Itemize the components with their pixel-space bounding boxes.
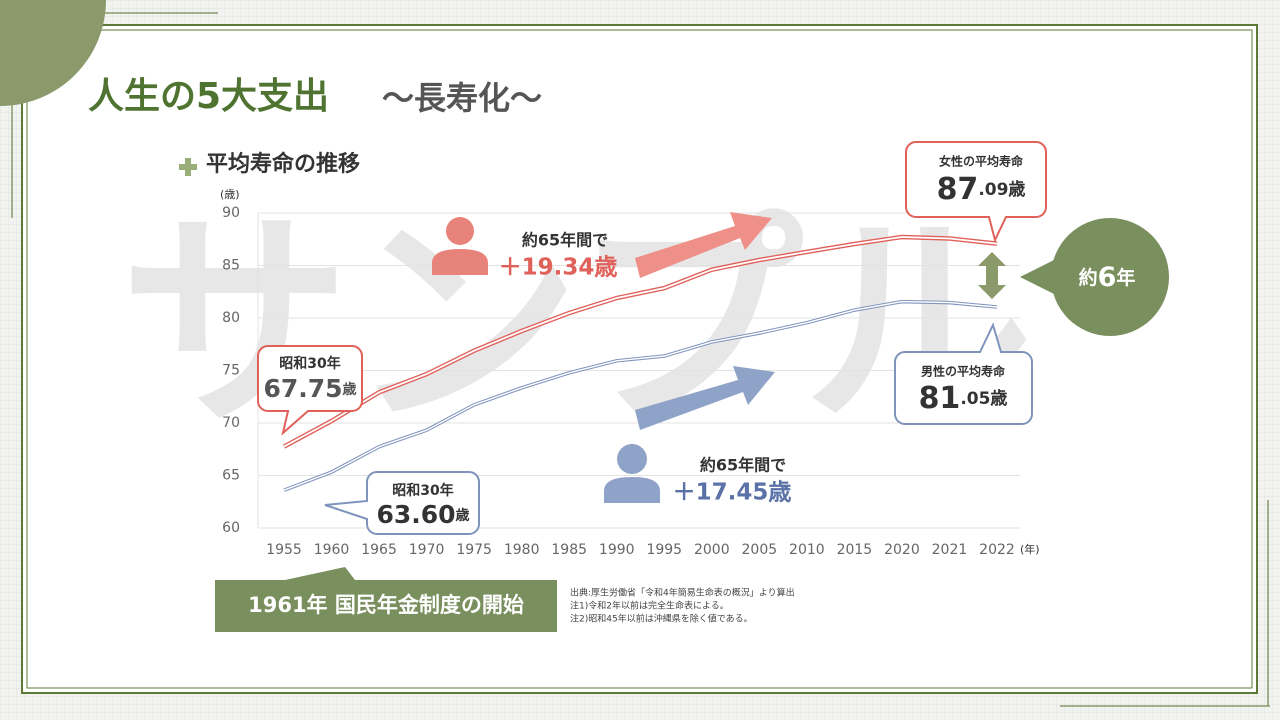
gain-value: ＋19.34歳: [499, 255, 618, 281]
y-tick-label: 90: [222, 205, 240, 221]
chart-title: 平均寿命の推移: [206, 151, 360, 177]
callout-value: 87.09歳: [937, 172, 1026, 207]
footer-text: 1961年 国民年金制度の開始: [248, 593, 524, 617]
x-tick-label: 1990: [599, 542, 635, 558]
y-tick-label: 70: [222, 415, 240, 431]
callout-head: 女性の平均寿命: [939, 154, 1024, 169]
x-tick-label: 1975: [456, 542, 492, 558]
callout-value: 81.05歳: [919, 381, 1008, 416]
series-line-inner: [283, 236, 998, 448]
note: 出典:厚生労働省「令和4年簡易生命表の概況」より算出: [570, 587, 795, 599]
series-line-inner: [283, 300, 998, 491]
plot: 60 65 70 75 80 85 90 1955 1960 1965 1970 1975 1980 19…: [222, 205, 1020, 558]
x-tick-label: 2021: [932, 542, 968, 558]
arrow-red: [635, 212, 772, 278]
callout-big: 67.75: [263, 374, 342, 403]
bullet-icon: [179, 158, 197, 176]
gain-text: 約65年間で: [522, 231, 608, 250]
difference-pointer: [1020, 258, 1058, 296]
difference-circle: [1051, 218, 1169, 336]
corner-circle: [0, 0, 106, 106]
callout-blue: [324, 471, 480, 535]
x-axis-label: (年): [1020, 542, 1040, 556]
slide-title: 人生の5大支出: [88, 76, 329, 117]
panel-inner-border: [26, 29, 1253, 689]
y-tick-label: 75: [222, 363, 240, 379]
note: 注1)令和2年以前は完全生命表による。: [570, 600, 729, 612]
x-tick-label: 1965: [361, 542, 397, 558]
x-tick-label: 2000: [694, 542, 730, 558]
callout-value: 63.60歳: [376, 500, 469, 529]
callout-big: 87: [937, 172, 979, 207]
x-tick-label: 2020: [884, 542, 920, 558]
difference-part: 年: [1116, 266, 1135, 289]
y-axis-label: (歳): [220, 188, 240, 201]
callout-big: 63.60: [376, 500, 455, 529]
y-tick-label: 80: [222, 310, 240, 326]
x-tick-label: 1960: [314, 542, 350, 558]
callout-small: 歳: [456, 507, 470, 524]
y-tick-label: 60: [222, 520, 240, 536]
difference-text: 約6年: [1079, 262, 1136, 293]
x-tick-label: 2015: [837, 542, 873, 558]
note: 注2)昭和45年以前は沖縄県を除く値である。: [570, 613, 753, 625]
double-arrow: [978, 252, 1006, 299]
y-tick-label: 65: [222, 468, 240, 484]
x-tick-label: 2005: [742, 542, 778, 558]
x-tick-label: 1980: [504, 542, 540, 558]
callout-head: 男性の平均寿命: [921, 364, 1006, 379]
difference-part: 約: [1079, 266, 1098, 289]
arrow-blue: [635, 366, 775, 430]
footer-box: [215, 567, 557, 632]
x-tick-label: 1970: [409, 542, 445, 558]
gain-text: 約65年間で: [700, 456, 786, 475]
x-tick-label: 2022: [979, 542, 1015, 558]
callout-small: .05歳: [960, 388, 1007, 409]
callout-small: 歳: [343, 381, 357, 398]
person-icon-blue: [604, 444, 660, 503]
callout-small: .09歳: [978, 179, 1025, 200]
x-tick-label: 2010: [789, 542, 825, 558]
person-icon-red: [432, 217, 488, 275]
callout-big: 81: [919, 381, 961, 416]
callout-female: [905, 141, 1047, 243]
difference-part: 6: [1098, 262, 1117, 293]
watermark: サンプル: [120, 191, 1033, 458]
callout-red: [257, 345, 363, 436]
x-tick-label: 1955: [266, 542, 302, 558]
y-tick-label: 85: [222, 258, 240, 274]
slide-subtitle: ～長寿化～: [382, 79, 542, 117]
gain-value: ＋17.45歳: [673, 480, 792, 506]
callout-value: 67.75歳: [263, 374, 356, 403]
callout-head: 昭和30年: [392, 482, 453, 499]
x-tick-label: 1985: [551, 542, 587, 558]
x-tick-label: 1995: [646, 542, 682, 558]
callout-head: 昭和30年: [279, 355, 340, 372]
callout-male: [894, 322, 1033, 425]
